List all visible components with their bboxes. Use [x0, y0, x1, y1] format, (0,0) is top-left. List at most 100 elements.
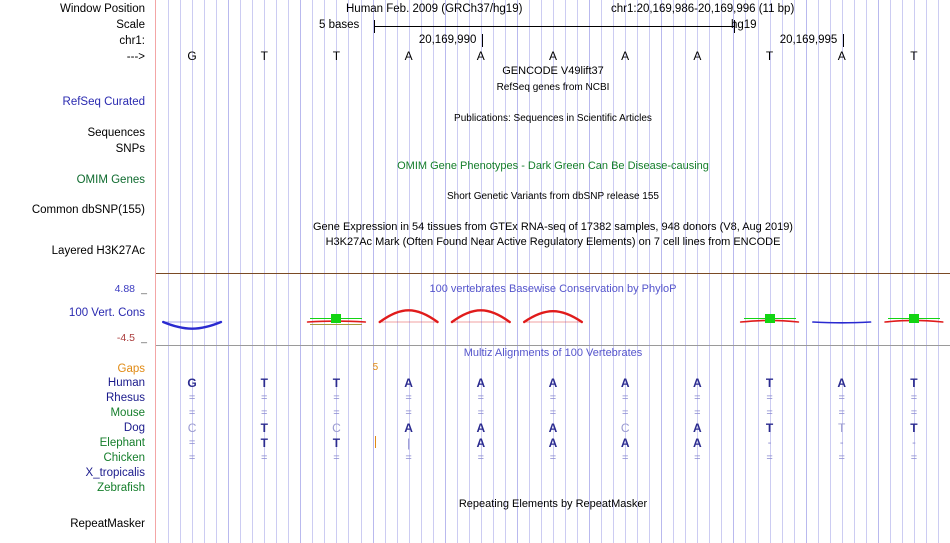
grid-line	[673, 0, 674, 543]
label-omim-genes[interactable]: OMIM Genes	[76, 174, 145, 186]
grid-line	[782, 0, 783, 543]
gap-size-label: 5	[372, 362, 379, 373]
label-common-dbsnp[interactable]: Common dbSNP(155)	[31, 204, 145, 216]
alignment-base: T	[910, 421, 918, 435]
grid-line	[733, 0, 734, 543]
alignment-row[interactable]: = T T | A A A A - - -	[156, 436, 950, 450]
alignment-base: =	[261, 452, 268, 464]
alignment-base: =	[549, 392, 557, 404]
snp-feature-box[interactable]	[331, 314, 342, 323]
conservation-peak	[162, 320, 223, 330]
label-gaps[interactable]: Gaps	[117, 363, 146, 375]
alignment-base: A	[476, 436, 486, 450]
alignment-base: =	[621, 452, 629, 464]
alignment-base: =	[549, 407, 557, 419]
grid-line	[529, 0, 530, 543]
alignment-row[interactable]: = = = = = = = = = = =	[156, 391, 950, 405]
grid-line	[300, 0, 301, 543]
assembly-db-label: hg19	[731, 19, 757, 31]
conservation-peak	[378, 309, 439, 324]
alignment-row[interactable]	[156, 481, 950, 495]
label-100-vert-cons[interactable]: 100 Vert. Cons	[68, 307, 145, 319]
grid-line	[517, 0, 518, 543]
label-snps[interactable]: SNPs	[115, 143, 145, 155]
conservation-wiggle-plot[interactable]	[156, 300, 950, 345]
alignment-base: =	[766, 407, 773, 419]
alignment-base: A	[693, 421, 702, 435]
label-repeatmasker[interactable]: RepeatMasker	[70, 518, 145, 530]
alignment-base: |	[407, 436, 411, 450]
cons-axis-max-tick: _	[141, 283, 147, 295]
alignment-base: A	[404, 421, 413, 435]
grid-line	[613, 0, 614, 543]
track-title-omim: OMIM Gene Phenotypes - Dark Green Can Be…	[397, 160, 709, 172]
conservation-top-rule	[156, 273, 950, 274]
alignment-base: A	[693, 436, 702, 450]
snp-feature-box[interactable]	[908, 314, 919, 323]
label-sequences[interactable]: Sequences	[87, 127, 145, 139]
grid-line	[204, 0, 205, 543]
ruler-base: A	[476, 49, 485, 63]
label-strand-arrow: --->	[126, 51, 145, 63]
grid-line	[409, 0, 410, 543]
alignment-base: =	[477, 407, 485, 419]
species-label-dog[interactable]: Dog	[123, 422, 145, 434]
alignment-base: C	[187, 421, 197, 435]
label-refseq-curated[interactable]: RefSeq Curated	[62, 96, 145, 108]
track-title-h3k27ac: H3K27Ac Mark (Often Found Near Active Re…	[325, 236, 781, 248]
alignment-base: T	[838, 421, 846, 435]
alignment-base: =	[766, 392, 773, 404]
alignment-base: =	[838, 392, 845, 404]
track-title-dbsnp: Short Genetic Variants from dbSNP releas…	[447, 191, 659, 202]
alignment-row[interactable]	[156, 466, 950, 480]
ruler-base: T	[332, 49, 341, 63]
grid-line	[288, 0, 289, 543]
species-label-mouse[interactable]: Mouse	[110, 407, 145, 419]
grid-line	[830, 0, 831, 543]
alignment-base: T	[765, 376, 774, 390]
alignment-base: T	[260, 376, 268, 390]
cons-axis-max: 4.88	[114, 283, 135, 295]
snp-feature-box[interactable]	[764, 314, 775, 323]
grid-line	[745, 0, 746, 543]
alignment-base: -	[839, 437, 844, 449]
label-data-divider	[155, 0, 156, 543]
alignment-base: =	[188, 437, 196, 449]
alignment-base: =	[694, 452, 701, 464]
grid-line	[336, 0, 337, 543]
species-label-zebrafish[interactable]: Zebrafish	[97, 482, 145, 494]
conservation-peak	[522, 309, 584, 324]
species-label-human[interactable]: Human	[107, 377, 145, 389]
conservation-peak	[450, 309, 511, 324]
grid-line	[385, 0, 386, 543]
grid-line	[493, 0, 494, 543]
scale-bar-tick-right	[734, 20, 735, 33]
alignment-base: A	[404, 376, 413, 390]
grid-line	[685, 0, 686, 543]
species-label-rhesus[interactable]: Rhesus	[106, 392, 145, 404]
snp-feature-line-secondary[interactable]	[310, 324, 363, 325]
alignment-row[interactable]: = = = = = = = = = = =	[156, 451, 950, 465]
species-label-elephant[interactable]: Elephant	[99, 437, 145, 449]
scale-bar-label: 5 bases	[319, 19, 360, 31]
grid-line	[866, 0, 867, 543]
grid-line	[902, 0, 903, 543]
species-label-chicken[interactable]: Chicken	[103, 452, 145, 464]
track-title-repeatmasker: Repeating Elements by RepeatMasker	[458, 498, 648, 510]
label-chromosome: chr1:	[119, 35, 145, 47]
grid-line	[216, 0, 217, 543]
species-label-x_tropicalis[interactable]: X_tropicalis	[85, 467, 145, 479]
alignment-base: =	[333, 407, 340, 419]
alignment-base: =	[694, 407, 701, 419]
alignment-base: A	[476, 421, 486, 435]
alignment-base: A	[548, 436, 558, 450]
cons-axis-min: -4.5	[116, 332, 135, 344]
alignment-base: =	[188, 452, 196, 464]
scale-bar-tick-left	[374, 20, 375, 33]
alignment-row[interactable]: = = = = = = = = = = =	[156, 406, 950, 420]
ruler-base: A	[548, 49, 557, 63]
label-layered-h3k27ac[interactable]: Layered H3K27Ac	[51, 245, 145, 257]
